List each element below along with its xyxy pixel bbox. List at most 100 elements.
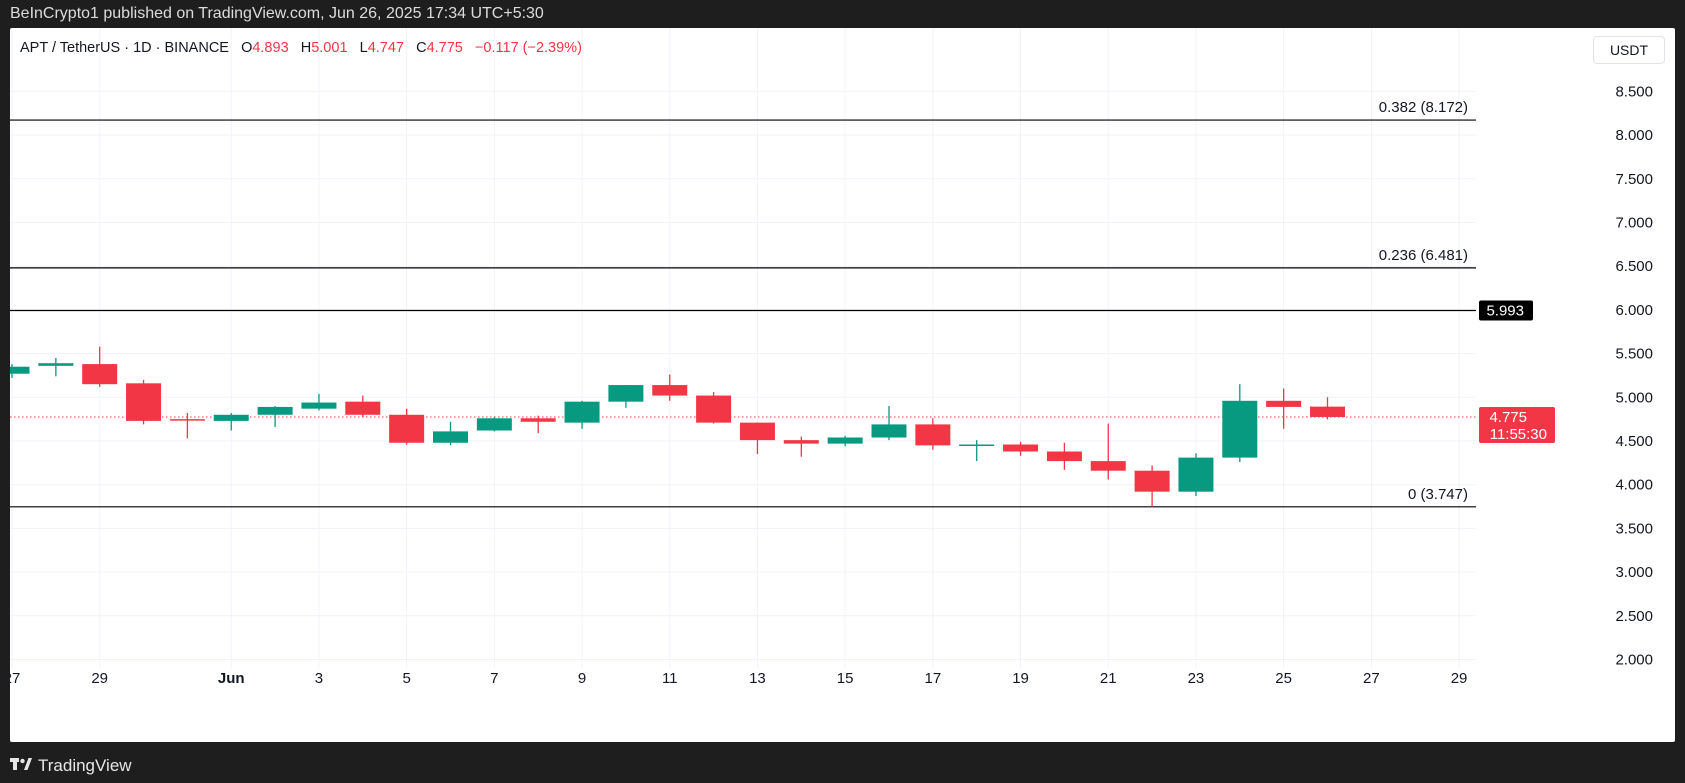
publisher-bar: BeInCrypto1 published on TradingView.com… xyxy=(0,0,1685,28)
y-axis-tick-label: 7.500 xyxy=(1615,171,1653,188)
x-axis-tick-label: 27 xyxy=(10,670,20,687)
candle xyxy=(257,406,293,428)
x-axis-tick-label: 29 xyxy=(91,670,108,687)
grid-lines xyxy=(10,28,1476,668)
candle-body xyxy=(696,395,732,423)
legend-symbol[interactable]: APT / TetherUS · 1D · BINANCE xyxy=(20,40,229,56)
x-axis-tick-label: 15 xyxy=(837,670,854,687)
chart-panel[interactable]: 0.382 (8.172) 0.236 (6.481) 0 (3.747) 2.000… xyxy=(10,28,1675,742)
candle-body xyxy=(783,440,819,444)
y-axis: 2.000 2.500 3.000 3.500 4.000 4.500 5.000 5.500… xyxy=(1615,83,1653,668)
candle xyxy=(564,400,600,429)
candles xyxy=(10,346,1345,507)
candle-body xyxy=(1134,470,1170,492)
candle-body xyxy=(169,419,205,421)
candle-body xyxy=(1310,406,1345,417)
fib-level-label: 0.382 (8.172) xyxy=(1379,99,1468,116)
tradingview-brand-text: TradingView xyxy=(38,756,132,775)
y-axis-tick-label: 3.500 xyxy=(1615,520,1653,537)
y-axis-tick-label: 8.500 xyxy=(1615,83,1653,100)
candle xyxy=(345,395,381,418)
current-price-label: 4.775 xyxy=(1489,409,1527,426)
x-axis-tick-label: 29 xyxy=(1451,670,1468,687)
marker-level-tag: 5.993 xyxy=(1479,300,1533,321)
candle-body xyxy=(827,437,863,444)
candle-body xyxy=(564,401,600,423)
candle xyxy=(389,408,425,445)
x-axis-tick-label: 13 xyxy=(749,670,766,687)
candle-body xyxy=(213,414,249,421)
candle xyxy=(915,418,951,450)
candle-body xyxy=(1222,400,1258,458)
legend-open-label: O xyxy=(241,40,253,56)
candle-body xyxy=(126,383,162,421)
candle-body xyxy=(871,424,907,438)
y-axis-tick-label: 4.000 xyxy=(1615,477,1653,494)
x-axis-tick-label: 5 xyxy=(402,670,410,687)
candle xyxy=(476,417,512,432)
candle xyxy=(433,421,468,446)
candle-body xyxy=(652,385,688,396)
x-axis-tick-label: 11 xyxy=(662,670,678,687)
legend-change: −0.117 (−2.39%) xyxy=(474,40,582,56)
y-axis-tick-label: 7.000 xyxy=(1615,215,1653,232)
candle xyxy=(1003,441,1039,456)
candle-body xyxy=(10,366,30,374)
candle xyxy=(213,413,249,431)
legend-high-value: 5.001 xyxy=(311,40,348,56)
candle-body xyxy=(82,364,118,385)
x-axis-tick-label: 21 xyxy=(1100,670,1117,687)
candle xyxy=(696,392,732,424)
currency-selector[interactable]: USDT xyxy=(1593,36,1665,64)
current-price-box xyxy=(1479,406,1555,443)
fib-level-label: 0 (3.747) xyxy=(1408,486,1468,503)
candlestick-chart[interactable]: 0.382 (8.172) 0.236 (6.481) 0 (3.747) 2.000… xyxy=(10,28,1675,742)
x-axis-tick-label: 19 xyxy=(1012,670,1029,687)
y-axis-tick-label: 3.000 xyxy=(1615,564,1653,581)
candle-body xyxy=(301,402,337,409)
legend-open-value: 4.893 xyxy=(252,40,289,56)
y-axis-tick-label: 6.500 xyxy=(1615,258,1653,275)
x-axis-tick-label: 27 xyxy=(1363,670,1380,687)
footer-bar: TradingView xyxy=(0,742,1685,783)
symbol-legend: APT / TetherUS · 1D · BINANCE O4.893 H5.… xyxy=(20,40,582,56)
candle xyxy=(1134,465,1170,507)
candle xyxy=(871,406,907,441)
candle-body xyxy=(520,418,556,422)
candle-body xyxy=(1266,400,1302,407)
candle xyxy=(959,440,995,462)
candle xyxy=(126,379,162,425)
candle xyxy=(827,435,863,447)
x-axis-tick-label: 25 xyxy=(1275,670,1292,687)
candle-body xyxy=(389,414,425,443)
candle-body xyxy=(959,444,995,446)
candle-body xyxy=(1090,461,1126,471)
x-axis: 27 29 Jun 3 5 7 9 11 13 15 17 19 21 23 25 27 29 xyxy=(10,670,1467,687)
candle-body xyxy=(1003,444,1039,452)
legend-low-label: L xyxy=(359,40,368,56)
countdown-label: 11:55:30 xyxy=(1490,426,1547,443)
x-axis-tick-label: 3 xyxy=(315,670,323,687)
candle xyxy=(1046,442,1082,470)
candle xyxy=(38,357,74,377)
candle xyxy=(520,415,556,434)
y-axis-tick-label: 5.500 xyxy=(1615,346,1653,363)
marker-level-label: 5.993 xyxy=(1486,303,1524,320)
candle xyxy=(169,413,205,439)
candle xyxy=(1090,423,1126,480)
y-axis-tick-label: 8.000 xyxy=(1615,127,1653,144)
candle xyxy=(301,393,337,411)
x-axis-tick-label: 9 xyxy=(578,670,586,687)
publisher-text: BeInCrypto1 published on TradingView.com… xyxy=(10,5,544,22)
legend-high-label: H xyxy=(300,40,312,56)
candle xyxy=(82,346,118,387)
tradingview-brand[interactable]: TradingView xyxy=(10,756,132,776)
candle-body xyxy=(1046,451,1082,462)
candle-body xyxy=(433,431,468,443)
y-axis-tick-label: 5.000 xyxy=(1615,389,1653,406)
candle xyxy=(10,364,30,379)
candle xyxy=(652,374,688,401)
marker-level-box xyxy=(1479,300,1533,321)
candle-body xyxy=(608,385,644,402)
